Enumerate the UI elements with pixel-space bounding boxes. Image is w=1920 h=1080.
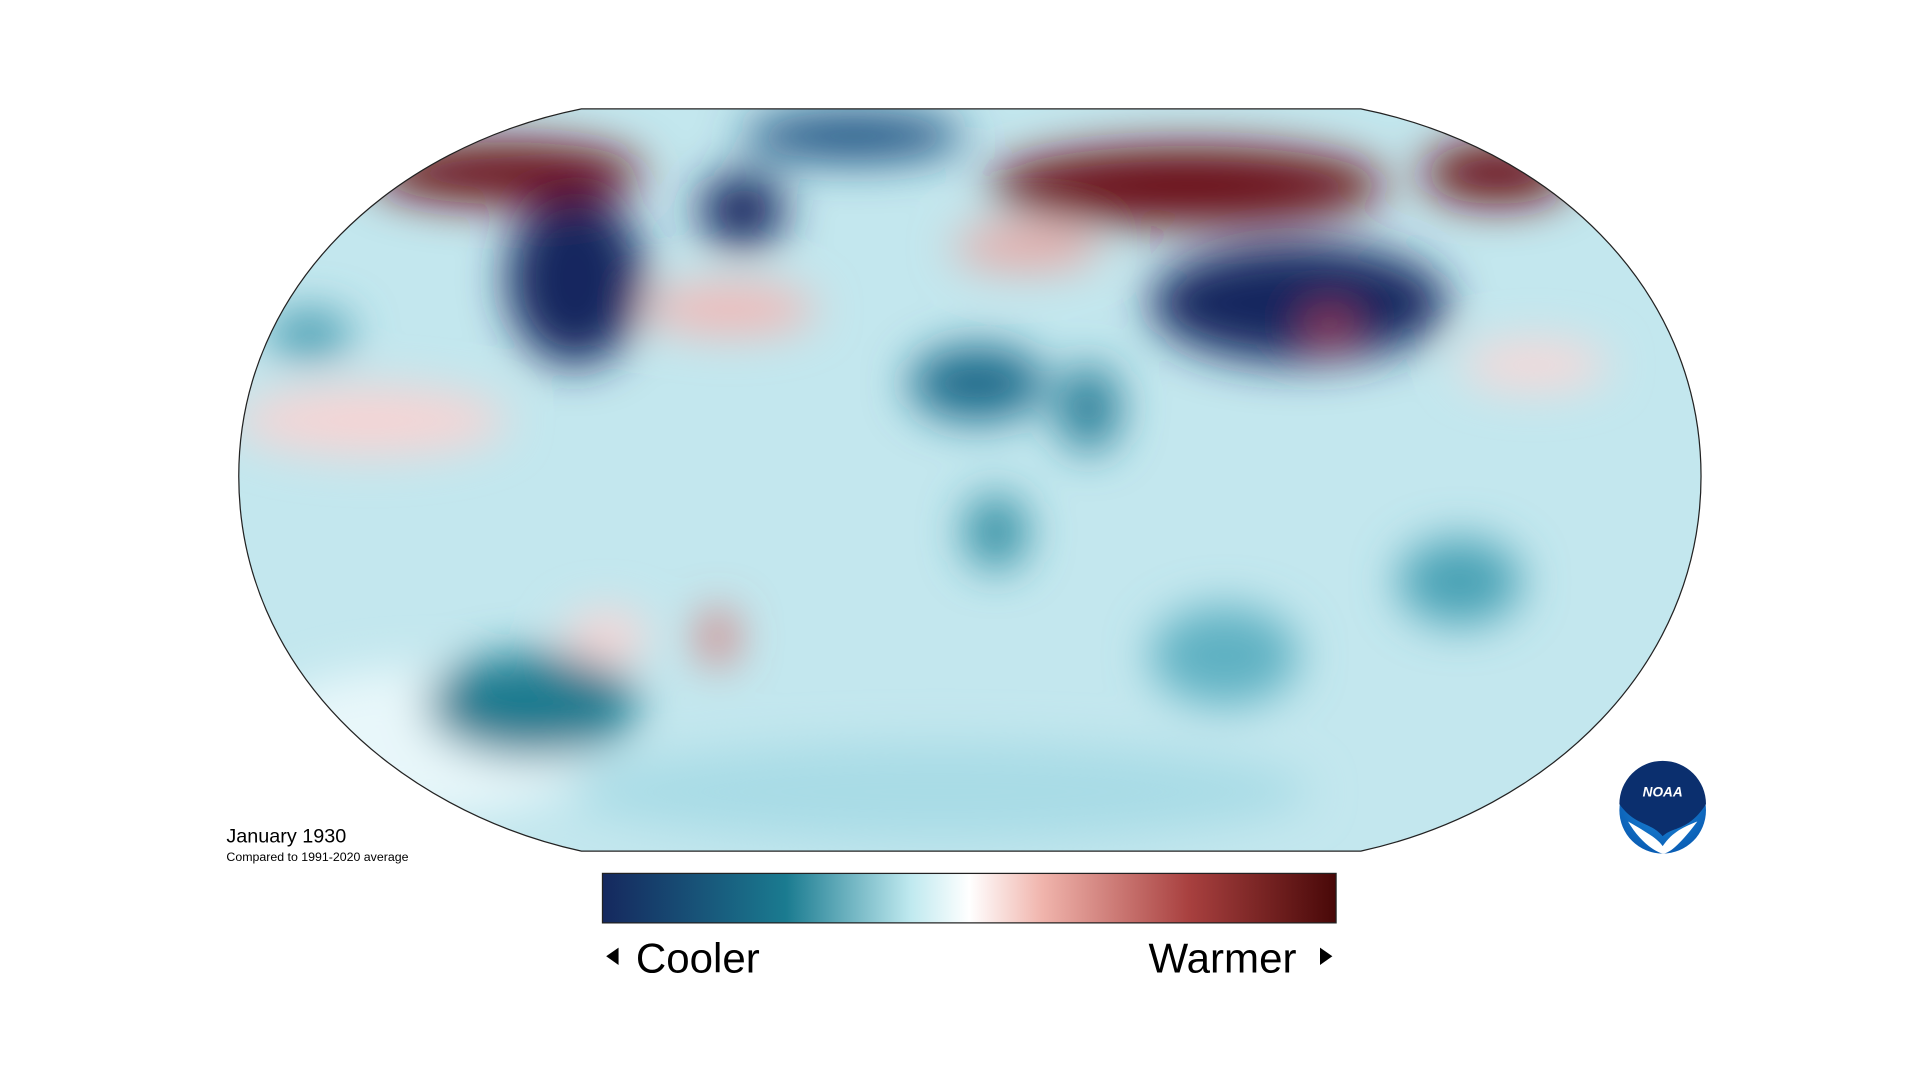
map-title: January 1930	[226, 825, 346, 847]
legend-low: Cooler	[636, 934, 760, 981]
map-subtitle: Compared to 1991-2020 average	[226, 850, 408, 864]
map-outline	[238, 108, 1702, 852]
anomaly-map	[238, 108, 1702, 852]
color-bar	[601, 872, 1337, 924]
arrow-right	[1320, 947, 1333, 965]
noaa-logo: NOAA	[1619, 760, 1706, 854]
logo-text: NOAA	[1643, 785, 1683, 800]
arrow-left	[606, 947, 619, 965]
legend-high: Warmer	[1149, 934, 1297, 981]
